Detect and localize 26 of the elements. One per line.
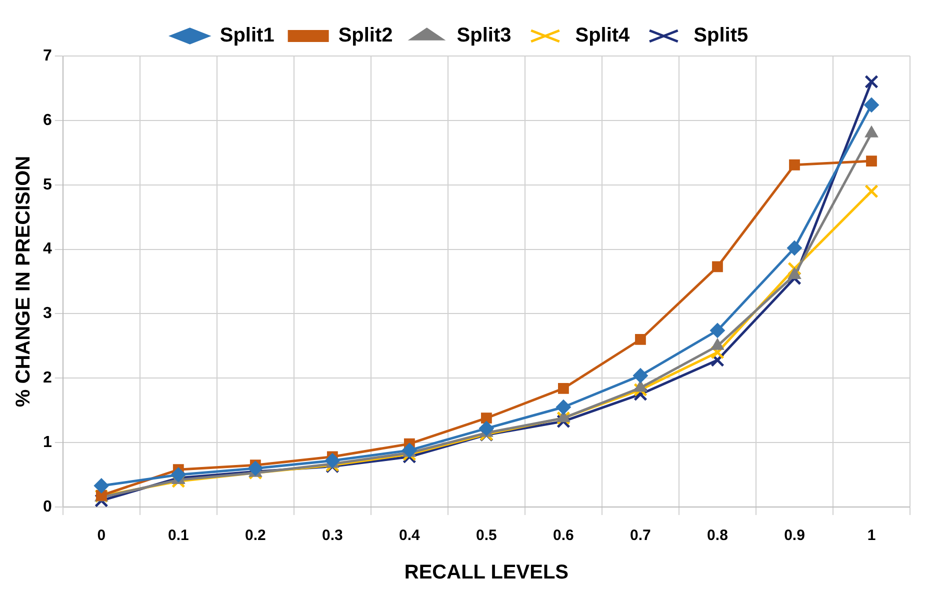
y-tick-label: 5 (42, 176, 52, 194)
x-tick-label: 0.3 (322, 527, 343, 544)
x-tick-label: 0.1 (168, 527, 189, 544)
legend-label: Split5 (694, 24, 748, 47)
y-tick-label: 6 (42, 112, 52, 129)
x-tick-label: 0.5 (476, 527, 497, 544)
legend-label: Split4 (575, 24, 631, 47)
y-axis-title: % CHANGE IN PRECISION (12, 156, 35, 408)
x-tick-label: 0.4 (399, 527, 421, 544)
y-tick-label: 1 (42, 434, 52, 451)
x-axis-title: RECALL LEVELS (404, 562, 568, 584)
legend-label: Split3 (456, 24, 512, 47)
x-tick-label: 0.7 (630, 527, 651, 544)
x-tick-label: 1 (867, 527, 876, 544)
legend-label: Split1 (220, 24, 274, 47)
x-tick-label: 0.9 (784, 527, 805, 544)
legend-label: Split2 (338, 24, 393, 47)
x-tick-label: 0 (97, 527, 106, 544)
x-tick-label: 0.6 (553, 527, 574, 544)
y-tick-label: 2 (42, 370, 52, 387)
x-tick-label: 0.2 (244, 527, 266, 544)
y-tick-label: 7 (42, 47, 52, 64)
y-tick-label: 3 (42, 305, 52, 322)
y-tick-label: 0 (42, 498, 52, 516)
y-tick-label: 4 (42, 240, 52, 258)
x-tick-label: 0.8 (707, 527, 728, 544)
